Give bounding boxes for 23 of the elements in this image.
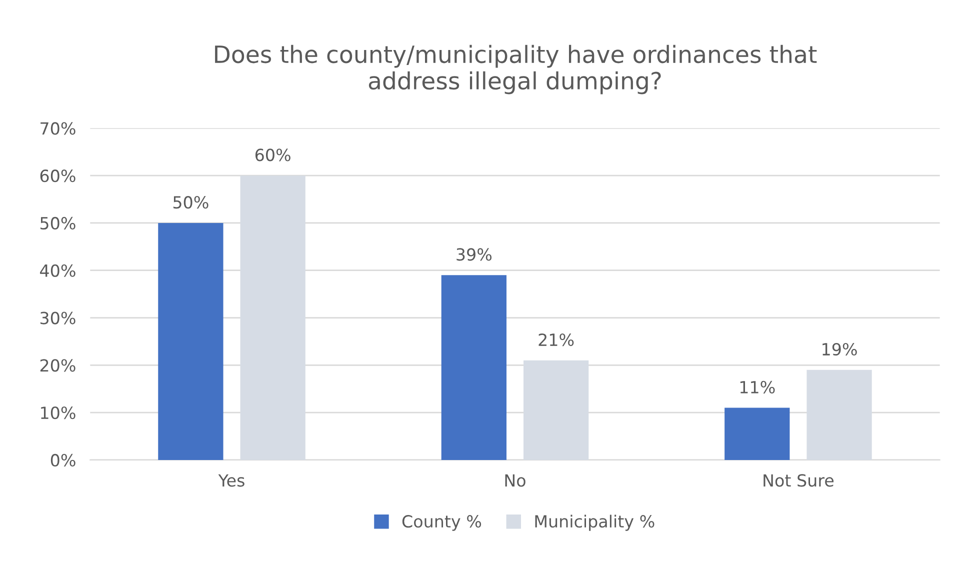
y-tick-label: 70% bbox=[40, 122, 76, 135]
y-tick-label: 30% bbox=[40, 312, 76, 324]
y-tick-label: 50% bbox=[40, 216, 76, 230]
bar bbox=[724, 408, 790, 460]
y-tick-label: 60% bbox=[40, 170, 76, 182]
data-label: 19% bbox=[822, 342, 857, 356]
bar bbox=[158, 222, 224, 460]
y-tick-label: 40% bbox=[40, 264, 76, 277]
x-tick-label: No bbox=[505, 474, 526, 487]
legend-label: Municipality % bbox=[535, 514, 654, 531]
data-label: 39% bbox=[456, 248, 492, 261]
data-label: 11% bbox=[740, 380, 775, 394]
x-tick-label: Yes bbox=[218, 474, 244, 487]
data-label: 21% bbox=[538, 333, 574, 346]
y-tick-label: 20% bbox=[40, 359, 76, 372]
y-tick-label: 10% bbox=[41, 406, 76, 420]
legend-label: County % bbox=[402, 515, 482, 531]
data-label: 60% bbox=[255, 148, 290, 162]
x-tick-label: Not Sure bbox=[764, 474, 834, 487]
y-tick-label: 0% bbox=[50, 454, 76, 467]
data-label: 50% bbox=[173, 196, 208, 209]
bar bbox=[441, 275, 506, 460]
chart-title: Does the county/municipality have ordinances that address illegal dumping? bbox=[215, 44, 817, 94]
